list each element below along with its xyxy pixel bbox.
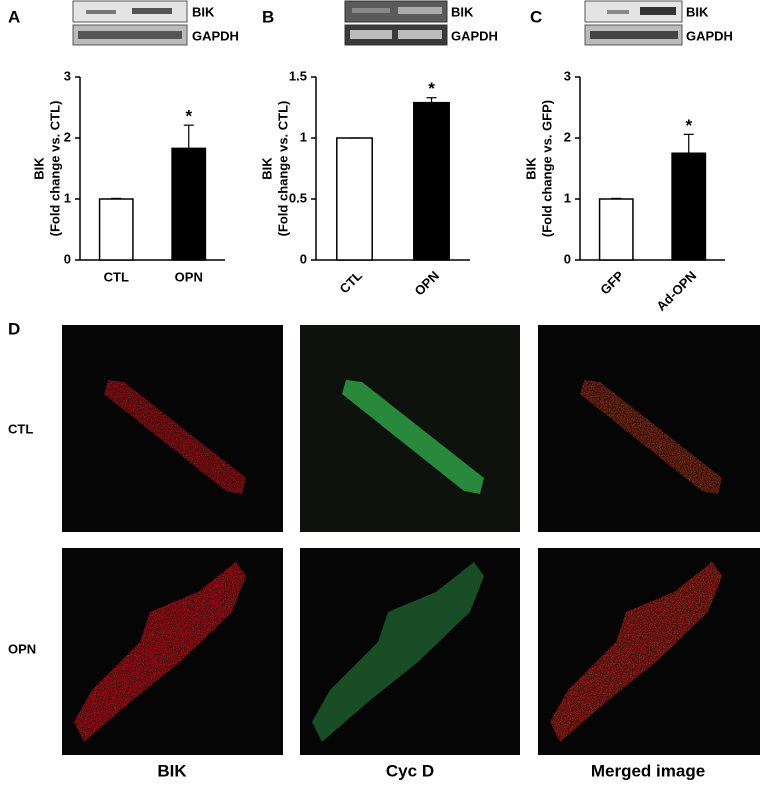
panel-label: A: [8, 7, 20, 26]
y-tick-label: 3: [64, 68, 71, 83]
blot-label: BIK: [686, 4, 709, 19]
y-tick-label: 2: [564, 129, 571, 144]
column-label: Merged image: [591, 761, 705, 780]
y-tick-label: 0: [564, 251, 571, 266]
blot-label: BIK: [192, 4, 215, 19]
bar: [671, 152, 707, 261]
panel-label: B: [262, 7, 274, 26]
blot-label: BIK: [451, 4, 474, 19]
y-axis-label: (Fold change vs. CTL): [47, 101, 62, 237]
y-tick-label: 1: [300, 129, 307, 144]
y-tick-label: 1.5: [289, 68, 307, 83]
row-label: OPN: [8, 641, 36, 656]
bar: [171, 147, 207, 261]
blot-label: GAPDH: [451, 28, 498, 43]
y-axis-label: BIK: [259, 157, 274, 180]
y-tick-label: 3: [564, 68, 571, 83]
bar: [98, 198, 134, 261]
significance-marker: *: [685, 116, 692, 135]
panel-label: C: [530, 7, 542, 26]
y-tick-label: 0: [64, 251, 71, 266]
y-tick-label: 0: [300, 251, 307, 266]
x-tick-label: CTL: [337, 268, 366, 297]
x-tick-label: GFP: [597, 268, 627, 298]
column-label: BIK: [157, 761, 187, 780]
bar: [598, 198, 634, 261]
significance-marker: *: [428, 79, 435, 98]
y-tick-label: 2: [64, 129, 71, 144]
panel-label: D: [8, 319, 20, 338]
y-tick-label: 1: [564, 190, 571, 205]
x-tick-label: Ad-OPN: [653, 268, 699, 314]
blot: [72, 0, 683, 46]
micrographs: [62, 325, 760, 755]
y-axis-label: (Fold change vs. GFP): [539, 100, 554, 237]
significance-marker: *: [185, 107, 192, 126]
bar: [413, 101, 450, 261]
y-axis-label: (Fold change vs. CTL): [275, 101, 290, 237]
column-label: Cyc D: [386, 761, 434, 780]
y-axis-label: BIK: [31, 157, 46, 180]
blot-label: GAPDH: [192, 28, 239, 43]
x-tick-label: OPN: [412, 268, 443, 299]
y-tick-label: 1: [64, 190, 71, 205]
blot-label: GAPDH: [686, 28, 733, 43]
row-label: CTL: [8, 421, 33, 436]
y-tick-label: 0.5: [289, 190, 307, 205]
x-tick-label: CTL: [104, 269, 129, 284]
bar: [336, 137, 373, 261]
y-axis-label: BIK: [523, 157, 538, 180]
x-tick-label: OPN: [175, 269, 203, 284]
